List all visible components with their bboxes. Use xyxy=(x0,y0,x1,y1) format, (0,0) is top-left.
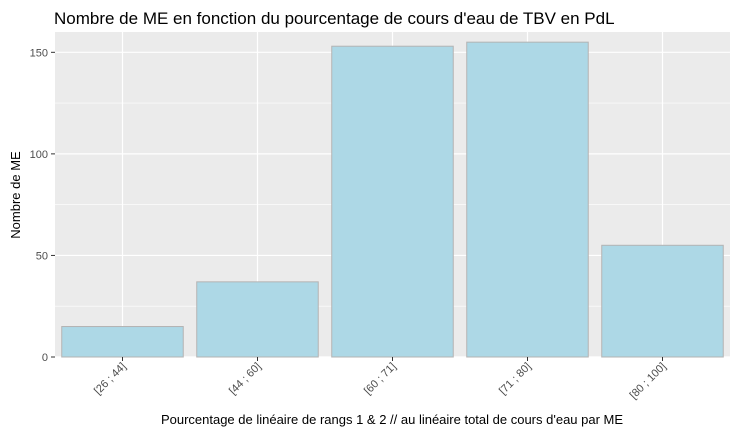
bar xyxy=(331,45,454,358)
chart-title: Nombre de ME en fonction du pourcentage … xyxy=(54,9,615,28)
x-axis-title: Pourcentage de linéaire de rangs 1 & 2 /… xyxy=(161,412,623,427)
y-axis-title: Nombre de ME xyxy=(8,151,23,239)
bar xyxy=(196,281,319,358)
bars-group xyxy=(61,41,724,358)
x-tick-label: [60 ; 71] xyxy=(362,361,399,398)
y-tick-label: 0 xyxy=(42,352,48,364)
bar xyxy=(466,41,589,358)
y-tick-label: 50 xyxy=(36,250,48,262)
y-axis: 0 50 100 150 xyxy=(30,47,55,364)
bar xyxy=(601,244,724,358)
x-axis: [26 ; 44] [44 ; 60] [60 ; 71] [71 ; 80] [80 … xyxy=(92,357,669,402)
x-tick-label: [44 ; 60] xyxy=(227,361,264,398)
y-tick-label: 150 xyxy=(30,47,48,59)
x-tick-label: [26 ; 44] xyxy=(92,361,129,398)
x-tick-label: [80 ; 100] xyxy=(628,361,669,402)
x-tick-label: [71 ; 80] xyxy=(497,361,534,398)
y-tick-label: 100 xyxy=(30,149,48,161)
bar xyxy=(61,326,184,358)
